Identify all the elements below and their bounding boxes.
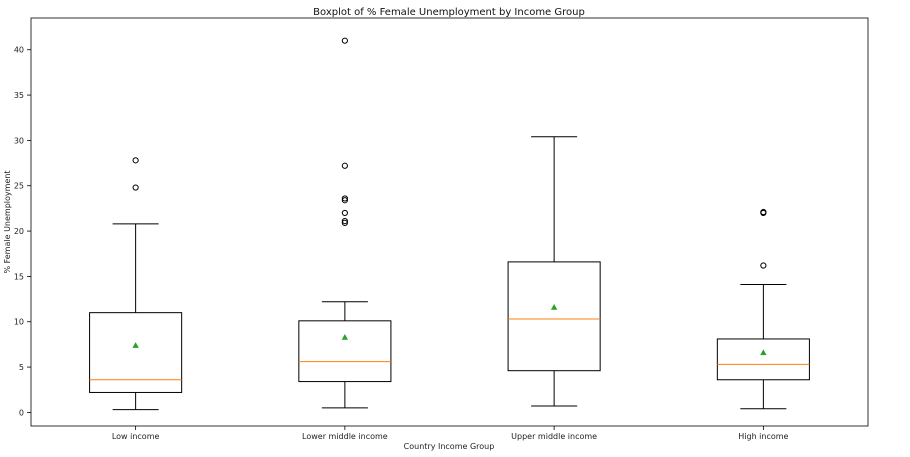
y-axis-label: % Female Unemployment — [3, 170, 12, 273]
x-axis: Low income Lower middle income Upper middl… — [112, 426, 789, 441]
box-iqr — [507, 261, 601, 372]
box-iqr — [298, 320, 392, 383]
y-tick-label: 15 — [14, 272, 24, 281]
mean-marker — [132, 342, 139, 348]
x-axis-label: Country Income Group — [404, 442, 495, 451]
box-iqr — [89, 312, 183, 393]
y-tick-label: 30 — [14, 136, 24, 145]
x-tick-label: Low income — [112, 432, 160, 441]
y-tick-label: 0 — [19, 408, 24, 417]
y-tick-label: 5 — [19, 363, 24, 372]
box-group-high-income — [716, 208, 810, 410]
outlier-point — [132, 184, 139, 191]
x-tick-label: Lower middle income — [302, 432, 388, 441]
box-iqr — [716, 338, 810, 381]
y-tick-label: 20 — [14, 227, 24, 236]
outlier-point — [341, 197, 348, 204]
outlier-point — [341, 217, 348, 225]
x-tick-label: High income — [738, 432, 788, 441]
plot-area — [30, 17, 869, 427]
y-axis: 0 5 10 15 20 25 30 35 40 — [14, 46, 31, 417]
y-tick-label: 35 — [14, 91, 24, 100]
mean-marker — [760, 349, 767, 356]
box-group-upper-middle-income — [507, 136, 601, 407]
mean-marker — [341, 333, 349, 340]
y-tick-label: 40 — [14, 46, 24, 55]
outlier-point — [341, 209, 348, 217]
outlier-point — [341, 37, 348, 44]
boxes-group — [89, 37, 810, 411]
mean-marker — [550, 304, 558, 310]
y-tick-label: 25 — [14, 182, 24, 191]
outlier-point — [760, 208, 767, 216]
outlier-point — [341, 195, 348, 202]
chart-title: Boxplot of % Female Unemployment by Inco… — [313, 7, 585, 18]
box-group-low-income — [89, 157, 183, 411]
x-tick-label: Upper middle income — [511, 432, 597, 441]
y-tick-label: 10 — [14, 318, 24, 327]
outlier-point — [760, 262, 767, 269]
box-group-lower-middle-income — [298, 37, 392, 409]
outlier-point — [132, 157, 139, 164]
outlier-point — [341, 219, 348, 227]
outlier-point — [341, 162, 348, 169]
